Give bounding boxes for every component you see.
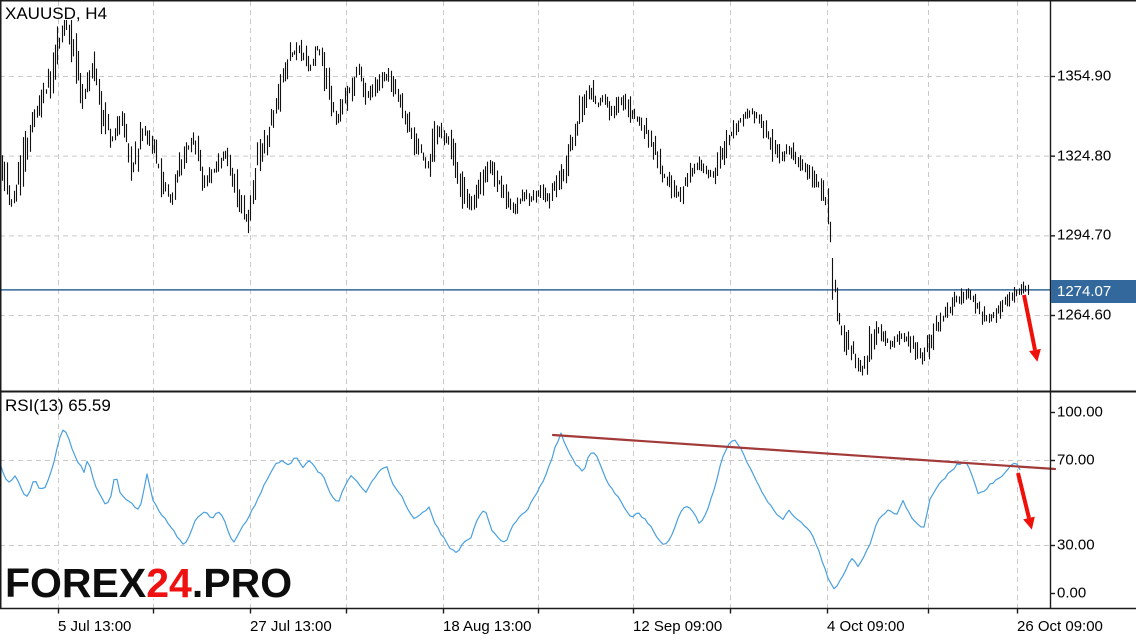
time-axis-label: 5 Jul 13:00 [58, 618, 132, 635]
time-axis-label: 12 Sep 09:00 [633, 618, 723, 635]
price-axis-label: 1294.70 [1057, 226, 1112, 244]
time-axis-label: 18 Aug 13:00 [443, 618, 532, 635]
down-arrow-rsi [1016, 472, 1031, 519]
down-arrow-rsi-head [1023, 516, 1035, 530]
time-axis-label: 26 Oct 09:00 [1017, 618, 1103, 635]
current-price-value: 1274.07 [1057, 283, 1112, 300]
current-price-tag: 1274.07 [1051, 280, 1136, 303]
symbol-title: XAUUSD, H4 [5, 4, 108, 23]
rsi-axis-label: 100.00 [1057, 403, 1103, 421]
rsi-axis-label: 30.00 [1057, 536, 1095, 554]
down-arrow-main [1022, 294, 1037, 351]
rsi-line [0, 429, 1021, 590]
price-axis-label: 1324.80 [1057, 147, 1112, 165]
price-axis-label: 1354.90 [1057, 67, 1112, 85]
rsi-indicator-label: RSI(13) 65.59 [5, 396, 111, 415]
ohlc-bars [1, 20, 1030, 376]
time-axis-label: 27 Jul 13:00 [250, 618, 332, 635]
watermark-text-forex: FOREX [5, 560, 147, 606]
down-arrow-main-head [1029, 348, 1041, 362]
watermark-text-24: 24 [146, 560, 192, 606]
rsi-axis-label: 0.00 [1057, 584, 1087, 602]
watermark-text-pro: .PRO [191, 560, 293, 606]
time-axis-label: 4 Oct 09:00 [827, 618, 905, 635]
rsi-trendline [551, 433, 1057, 471]
forex24pro-watermark: FOREX24.PRO [5, 560, 293, 606]
rsi-axis-label: 70.00 [1057, 451, 1095, 469]
price-axis-label: 1264.60 [1057, 306, 1112, 324]
